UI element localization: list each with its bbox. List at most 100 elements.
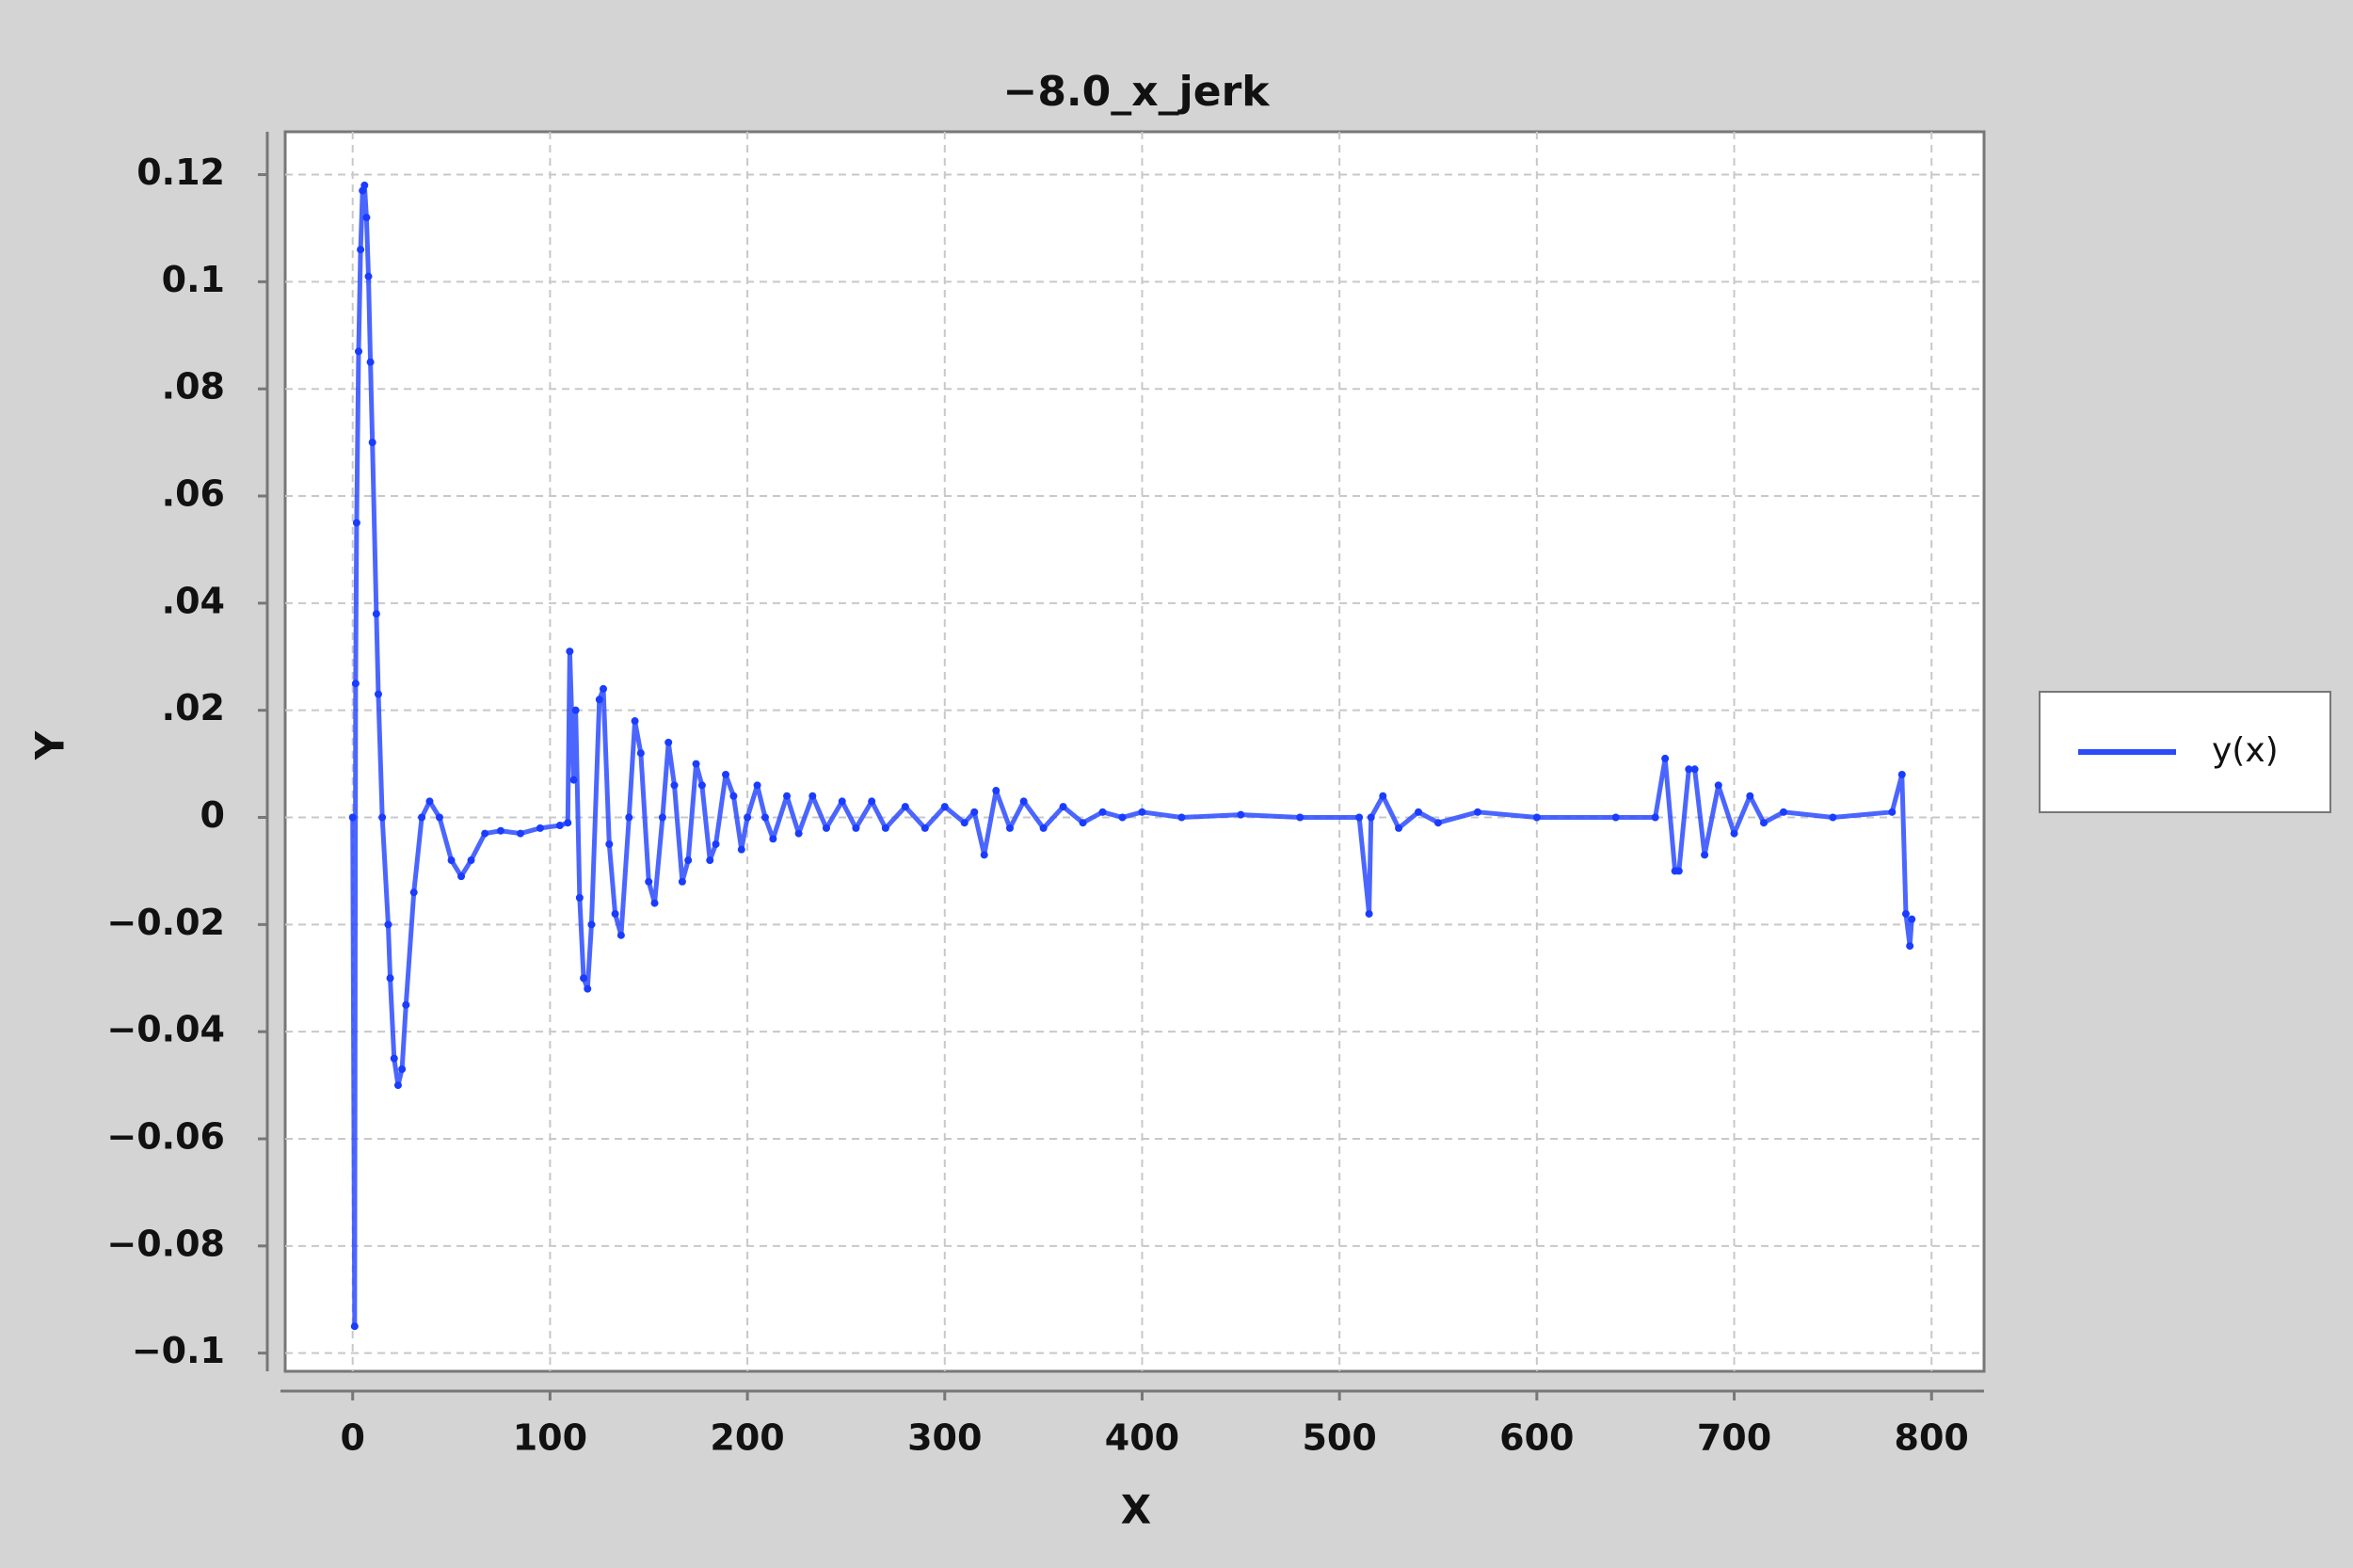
y-tick-label: 0.12 <box>136 152 225 193</box>
data-point <box>569 776 578 784</box>
data-point <box>1611 813 1620 822</box>
data-point <box>1473 808 1481 816</box>
data-point <box>1661 754 1670 762</box>
data-point <box>1365 909 1373 918</box>
data-point <box>1730 829 1738 838</box>
data-point <box>645 877 653 886</box>
x-tick-label: 500 <box>1302 1417 1376 1459</box>
data-point <box>753 781 761 790</box>
y-tick-label: −0.08 <box>106 1223 225 1264</box>
data-point <box>1701 851 1709 859</box>
data-point <box>1415 808 1423 816</box>
y-tick-label: −0.1 <box>132 1330 225 1371</box>
data-point <box>575 893 584 902</box>
y-tick-label: −0.06 <box>106 1115 225 1157</box>
data-point <box>1746 792 1754 800</box>
data-point <box>566 648 574 656</box>
data-point <box>1296 813 1305 822</box>
data-point <box>393 1081 402 1090</box>
data-point <box>587 920 596 929</box>
y-tick-label: .04 <box>162 580 225 621</box>
data-point <box>1138 808 1146 816</box>
data-point <box>1532 813 1541 822</box>
data-point <box>783 792 792 800</box>
data-point <box>360 181 369 189</box>
y-tick-label: −0.04 <box>106 1009 225 1050</box>
data-point <box>467 856 475 865</box>
legend-label: y(x) <box>2212 731 2279 770</box>
data-point <box>1237 810 1245 819</box>
data-point <box>697 781 706 790</box>
data-point <box>1118 813 1127 822</box>
data-point <box>457 872 466 881</box>
x-tick-label: 0 <box>340 1417 364 1459</box>
data-point <box>1779 808 1787 816</box>
data-point <box>808 792 817 800</box>
y-tick-label: .02 <box>162 687 225 728</box>
data-point <box>1674 867 1683 875</box>
plot-area <box>283 130 1986 1373</box>
data-point <box>425 797 434 806</box>
y-tick-label: 0.1 <box>162 259 225 300</box>
data-point <box>1714 781 1722 790</box>
data-point <box>1651 813 1659 822</box>
data-point <box>822 824 830 832</box>
x-tick-label: 800 <box>1895 1417 1969 1459</box>
data-point <box>350 1322 359 1331</box>
data-point <box>992 787 1000 795</box>
data-point <box>940 803 949 811</box>
data-point <box>348 813 357 822</box>
data-point <box>838 797 846 806</box>
data-point <box>901 803 909 811</box>
data-point <box>384 920 392 929</box>
data-point <box>920 824 929 832</box>
data-point <box>684 856 693 865</box>
data-point <box>372 610 380 618</box>
data-point <box>398 1065 407 1074</box>
x-tick-label: 200 <box>710 1417 784 1459</box>
data-point <box>496 826 504 835</box>
data-point <box>516 829 524 838</box>
y-tick-label: 0 <box>200 794 225 836</box>
data-point <box>1906 942 1914 951</box>
data-point <box>364 272 373 280</box>
data-point <box>616 931 625 939</box>
data-point <box>631 717 639 726</box>
y-tick-label: −0.02 <box>106 902 225 943</box>
data-point <box>605 840 614 848</box>
data-point <box>664 738 673 746</box>
data-point <box>611 909 619 918</box>
data-point <box>678 877 686 886</box>
data-point <box>362 214 371 222</box>
data-point <box>670 781 679 790</box>
data-point <box>390 1054 398 1063</box>
data-point <box>625 813 633 822</box>
data-point <box>435 813 443 822</box>
data-point <box>351 680 360 688</box>
data-point <box>729 792 738 800</box>
data-point <box>386 974 394 983</box>
data-point <box>580 974 588 983</box>
data-point <box>760 813 769 822</box>
data-point <box>1434 819 1443 827</box>
data-point <box>1901 909 1910 918</box>
data-point <box>357 246 365 254</box>
data-point <box>481 829 489 838</box>
x-axis-label: X <box>1121 1487 1151 1533</box>
data-point <box>744 813 752 822</box>
data-point <box>1019 797 1028 806</box>
x-tick-label: 100 <box>513 1417 587 1459</box>
data-point <box>1395 824 1403 832</box>
data-point <box>368 439 376 447</box>
data-point <box>1685 765 1693 774</box>
data-point <box>852 824 860 832</box>
data-point <box>555 822 564 830</box>
data-point <box>1367 813 1375 822</box>
data-point <box>1888 808 1897 816</box>
data-point <box>722 770 730 778</box>
data-point <box>1079 819 1087 827</box>
data-point <box>571 706 580 714</box>
data-point <box>584 984 592 993</box>
data-point <box>868 797 876 806</box>
data-point <box>1759 819 1768 827</box>
